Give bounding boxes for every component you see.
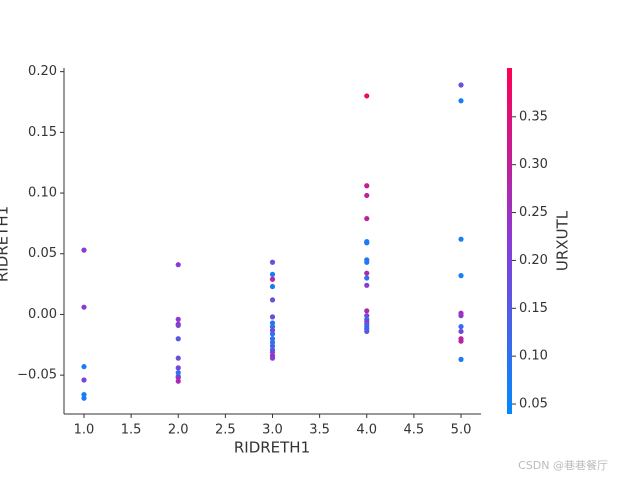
point <box>175 336 181 342</box>
point <box>364 259 370 265</box>
point <box>175 316 181 322</box>
x-axis-label: RIDRETH1 <box>234 439 310 457</box>
point <box>81 247 87 253</box>
point <box>175 262 181 268</box>
point <box>269 283 276 290</box>
y-tick-label: 0.05 <box>28 246 57 261</box>
point <box>458 356 464 362</box>
point <box>81 364 87 370</box>
x-tick-label: 1.5 <box>121 423 142 438</box>
colorbar-tick-label: 0.20 <box>519 253 548 268</box>
x-tick-label: 2.0 <box>168 423 189 438</box>
x-tick-label: 1.0 <box>74 423 95 438</box>
point <box>269 339 276 345</box>
point <box>269 327 276 333</box>
point <box>81 395 87 401</box>
point <box>269 314 276 320</box>
y-tick-label: 0.10 <box>28 186 57 201</box>
point <box>269 271 276 277</box>
point <box>458 236 464 242</box>
y-tick-label: 0.15 <box>28 125 57 140</box>
point <box>269 355 276 361</box>
colorbar-tick-label: 0.05 <box>519 397 548 412</box>
x-tick-label: 5.0 <box>451 423 472 438</box>
point <box>458 338 464 344</box>
point <box>81 304 87 310</box>
point <box>364 282 370 288</box>
point <box>364 215 370 222</box>
x-tick-label: 4.0 <box>356 423 377 438</box>
point <box>269 331 276 337</box>
x-tick-label: 3.0 <box>262 423 283 438</box>
point <box>269 349 276 355</box>
point <box>269 276 276 282</box>
colorbar <box>507 68 512 414</box>
point <box>458 323 464 330</box>
y-tick-label: 0.00 <box>28 307 57 322</box>
colorbar-tick-label: 0.35 <box>519 109 548 124</box>
x-tick-label: 3.5 <box>309 423 330 438</box>
colorbar-tick-label: 0.10 <box>519 349 548 364</box>
x-tick-label: 2.5 <box>215 423 236 438</box>
point <box>364 93 370 99</box>
point <box>458 82 464 88</box>
colorbar-tick-label: 0.30 <box>519 157 548 172</box>
point <box>269 259 276 265</box>
point <box>175 370 181 376</box>
point <box>269 320 276 326</box>
point <box>458 328 464 335</box>
colorbar-label: URXUTL <box>554 210 572 271</box>
point <box>269 323 276 330</box>
colorbar-tick-label: 0.15 <box>519 301 548 316</box>
y-tick-label: 0.20 <box>28 64 57 79</box>
point <box>364 313 370 319</box>
point <box>175 355 181 361</box>
point <box>364 192 370 199</box>
point <box>175 322 181 328</box>
point <box>458 273 464 279</box>
watermark: CSDN @巷巷餐厅 <box>518 458 608 472</box>
point <box>175 378 181 384</box>
y-tick-label: −0.05 <box>17 368 57 383</box>
point <box>364 270 370 276</box>
point <box>364 308 370 314</box>
point <box>364 275 370 281</box>
y-axis-label: RIDRETH1 <box>0 206 12 282</box>
point <box>175 374 181 381</box>
point <box>81 391 87 398</box>
x-tick-label: 4.5 <box>404 423 425 438</box>
point <box>269 336 276 342</box>
point <box>364 328 370 335</box>
point <box>458 313 464 319</box>
point <box>269 343 276 349</box>
point <box>364 183 370 189</box>
point <box>81 377 87 383</box>
colorbar-tick-label: 0.25 <box>519 205 548 220</box>
point <box>458 98 464 104</box>
point <box>364 240 370 246</box>
point <box>175 365 181 371</box>
point <box>269 297 276 303</box>
